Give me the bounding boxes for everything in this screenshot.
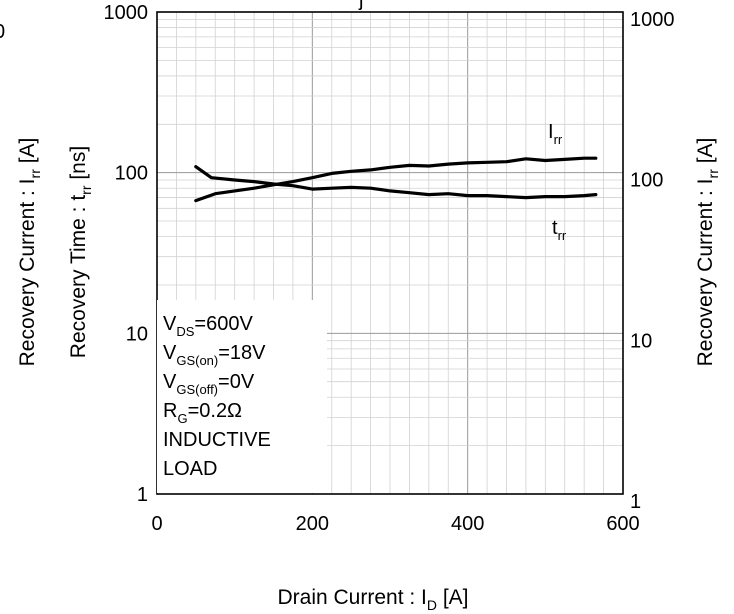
x-axis-label-unit: [A]: [437, 586, 469, 609]
condition-line: LOAD: [163, 458, 217, 480]
series-label-trr-main: t: [552, 217, 558, 239]
condition-line: RG=0.2Ω: [163, 400, 242, 426]
condition-line: VGS(off)=0V: [163, 371, 255, 397]
y-axis-label-right-unit: [A]: [694, 138, 717, 170]
y-axis-label-left-outer-sub: rr: [27, 169, 43, 179]
x-axis-label-sub: D: [427, 597, 437, 613]
y-axis-label-left-outer: Recovery Current : Irr [A]: [16, 138, 43, 367]
series-label-irr: Irr: [548, 121, 563, 147]
x-tick-label: 0: [151, 513, 162, 535]
series-label-trr: trr: [552, 217, 567, 243]
condition-main: LOAD: [163, 458, 217, 480]
y-tick-label-right: 10: [630, 330, 652, 352]
condition-rest: =0.2Ω: [188, 400, 242, 422]
y-axis-label-right-sub: rr: [705, 169, 721, 179]
y-axis-label-left-outer-main: Recovery Current : I: [16, 178, 39, 366]
x-tick-label: 200: [296, 513, 329, 535]
y-axis-label-left-outer-unit: [A]: [16, 138, 39, 170]
y-tick-label-left: 1: [137, 484, 148, 506]
condition-rest: =0V: [218, 371, 255, 393]
condition-rest: =600V: [194, 313, 253, 335]
series-line-irr: [194, 156, 598, 203]
y-tick-label-right: 100: [630, 170, 663, 192]
conditions-box: [157, 300, 327, 493]
y-axis-label-left-main: Recovery Time : t: [67, 195, 90, 359]
series-lines: [194, 156, 598, 203]
condition-main: V: [163, 371, 177, 393]
condition-sub: DS: [176, 324, 194, 339]
left-edge-fragment: 0: [0, 21, 5, 43]
y-axis-label-right: Recovery Current : Irr [A]: [694, 138, 721, 367]
series-line-trr: [194, 165, 598, 200]
condition-line: VGS(on)=18V: [163, 342, 266, 368]
condition-sub: GS(on): [176, 353, 218, 368]
condition-main: INDUCTIVE: [163, 429, 271, 451]
x-tick-label: 400: [451, 513, 484, 535]
conditions: VDS=600VVGS(on)=18VVGS(off)=0VRG=0.2ΩIND…: [163, 313, 271, 480]
condition-main: V: [163, 342, 177, 364]
x-tick-label: 600: [606, 513, 639, 535]
condition-sub: G: [177, 411, 187, 426]
y-tick-label-right: 1: [630, 491, 641, 513]
y-axis-label-left: Recovery Time : trr [ns]: [67, 146, 94, 358]
condition-line: VDS=600V: [163, 313, 253, 339]
y-axis-label-right-main: Recovery Current : I: [694, 178, 717, 366]
x-axis-label-main: Drain Current : I: [277, 586, 426, 609]
series-label-irr-main: I: [548, 121, 554, 143]
series-label-trr-sub: rr: [558, 228, 567, 243]
condition-main: V: [163, 313, 177, 335]
plot-frame: [156, 11, 624, 495]
condition-main: R: [163, 400, 177, 422]
condition-sub: GS(off): [176, 382, 218, 397]
y-axis-label-left-unit: [ns]: [67, 146, 90, 186]
y-tick-label-left: 100: [115, 163, 148, 185]
condition-rest: =18V: [218, 342, 266, 364]
top-fragment: j: [358, 0, 363, 11]
y-tick-label-right: 1000: [630, 9, 675, 31]
series-label-irr-sub: rr: [554, 132, 563, 147]
condition-line: INDUCTIVE: [163, 429, 271, 451]
y-tick-label-left: 1000: [104, 2, 149, 24]
y-tick-label-left: 10: [126, 323, 148, 345]
x-axis-label: Drain Current : ID [A]: [277, 586, 468, 613]
y-axis-label-left-sub: rr: [78, 185, 94, 195]
